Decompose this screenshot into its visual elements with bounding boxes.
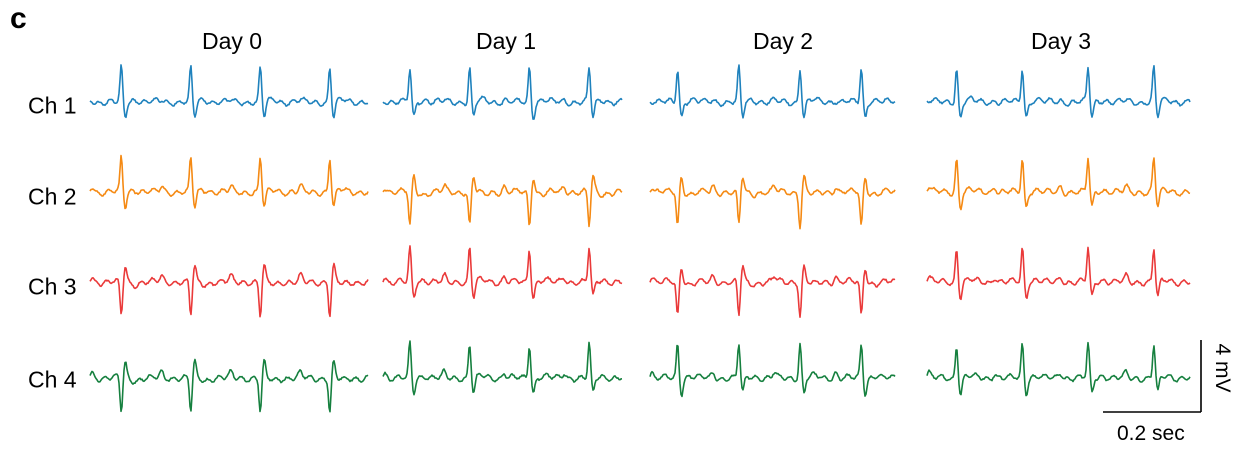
scale-bar-time-label: 0.2 sec [1117, 422, 1185, 445]
trace-ch-3-day-1 [382, 245, 623, 300]
row-label-ch-2: Ch 2 [28, 183, 77, 210]
trace-ch-1-day-0 [89, 64, 369, 119]
trace-ch-1-day-1 [382, 67, 623, 120]
column-label-day-0: Day 0 [201, 28, 263, 54]
trace-ch-3-day-2 [649, 264, 896, 319]
trace-ch-4-day-3 [926, 341, 1191, 397]
trace-ch-4-day-1 [382, 340, 623, 396]
panel-letter: c [10, 2, 27, 35]
column-label-day-2: Day 2 [752, 28, 814, 54]
trace-ch-2-day-0 [89, 154, 369, 210]
column-label-day-3: Day 3 [1030, 28, 1092, 54]
trace-ch-3-day-3 [926, 246, 1191, 301]
scale-bar-amplitude-label: 4 mV [1211, 343, 1234, 393]
trace-ch-4-day-0 [89, 358, 369, 413]
trace-ch-1-day-2 [649, 64, 896, 119]
trace-ch-2-day-1 [382, 174, 623, 228]
row-label-ch-4: Ch 4 [28, 366, 77, 393]
trace-ch-2-day-2 [649, 174, 896, 230]
row-label-ch-1: Ch 1 [28, 92, 77, 119]
trace-ch-4-day-2 [649, 342, 896, 398]
row-label-ch-3: Ch 3 [28, 273, 77, 300]
trace-ch-2-day-3 [926, 157, 1191, 211]
trace-ch-1-day-3 [926, 65, 1191, 119]
trace-ch-3-day-0 [89, 262, 369, 318]
column-label-day-1: Day 1 [475, 28, 537, 54]
